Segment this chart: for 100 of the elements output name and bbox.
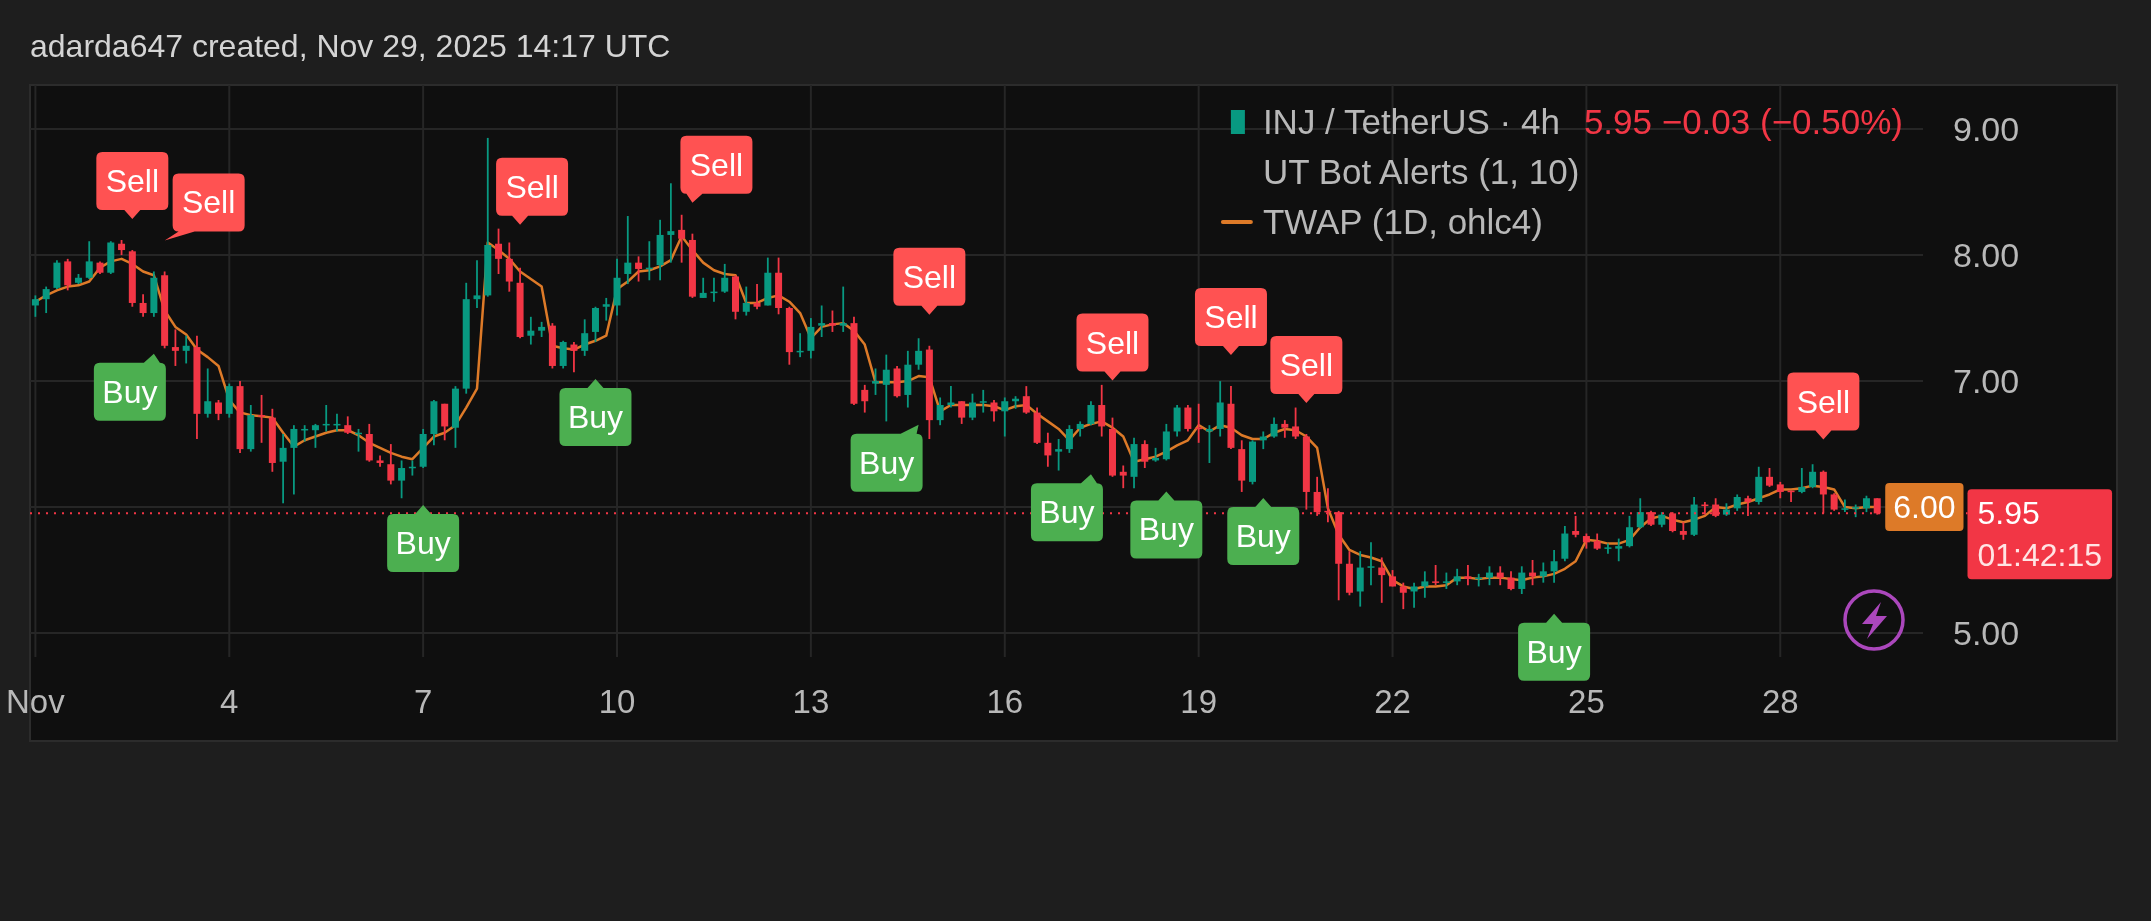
candlestick [979, 389, 987, 414]
candlestick [1809, 463, 1817, 490]
candlestick [1798, 467, 1806, 495]
candlestick [139, 293, 147, 318]
candlestick [1550, 549, 1558, 584]
annotation: Buy [1039, 494, 1095, 531]
annotation: Sell [105, 163, 159, 200]
candlestick [667, 182, 675, 264]
annotation: Sell [1204, 299, 1258, 336]
annotation: Buy [395, 525, 451, 562]
candlestick [990, 399, 998, 423]
candlestick [1615, 537, 1623, 563]
text: 01:42:15 [1977, 537, 2103, 574]
candlestick [947, 385, 955, 409]
candlestick [1378, 556, 1386, 604]
candlestick [171, 328, 179, 367]
candlestick [1119, 464, 1127, 490]
annotation: Sell [902, 258, 957, 295]
candlestick [624, 215, 632, 285]
candlestick [1464, 564, 1472, 587]
candlestick [839, 285, 847, 333]
candlestick [1625, 514, 1633, 549]
candlestick [753, 283, 761, 311]
candlestick [958, 400, 966, 425]
candlestick [818, 304, 826, 338]
candlestick [1421, 570, 1429, 599]
candlestick [559, 339, 567, 370]
y-tick-label: 5.00 [1953, 614, 2020, 653]
x-tick-label: 19 [1180, 682, 1218, 720]
candlestick [678, 213, 686, 264]
candlestick [635, 255, 643, 283]
candlestick [1572, 514, 1580, 539]
candlestick [1766, 467, 1774, 488]
candlestick [376, 454, 384, 468]
candlestick [1539, 561, 1547, 584]
candlestick [85, 240, 93, 280]
annotation: Buy [859, 444, 915, 481]
candlestick [1399, 581, 1407, 611]
candlestick [495, 227, 503, 275]
candlestick [1098, 383, 1106, 438]
candlestick [915, 337, 923, 371]
candlestick [290, 424, 298, 496]
candlestick [1496, 565, 1504, 587]
candlestick [1044, 431, 1052, 468]
candlestick [1432, 564, 1440, 587]
candlestick [279, 433, 287, 505]
candlestick [828, 309, 836, 333]
candlestick [1442, 571, 1450, 590]
candlestick [570, 341, 578, 374]
x-tick-label: 13 [792, 682, 830, 720]
candlestick [699, 276, 707, 299]
annotation: Sell [181, 184, 236, 221]
candlestick [1087, 400, 1095, 427]
candlestick [505, 241, 513, 293]
candlestick [398, 459, 406, 500]
legend-label: INJ / TetherUS · 4h [1262, 102, 1560, 141]
candlestick [182, 334, 190, 365]
candlestick [1184, 404, 1192, 433]
candlestick [882, 353, 890, 423]
candlestick [581, 318, 589, 357]
candlestick [1022, 385, 1030, 415]
x-tick-label: 7 [413, 682, 433, 720]
data-label: 6.00 [1893, 489, 1956, 526]
y-tick-label: 7.00 [1953, 362, 2020, 401]
legend-label: TWAP (1D, ohlc4) [1262, 202, 1543, 241]
candlestick [1485, 565, 1493, 587]
candlestick [1141, 439, 1149, 469]
candlestick [1507, 570, 1515, 592]
x-tick-label: Nov [6, 682, 66, 720]
candlestick [742, 285, 750, 317]
candlestick [1356, 550, 1364, 608]
candlestick [311, 423, 319, 449]
candlestick [1270, 416, 1278, 439]
x-tick-label: 28 [1761, 682, 1799, 720]
annotation: Buy [1235, 518, 1291, 555]
annotation: Buy [567, 399, 624, 436]
candlestick [1001, 396, 1009, 438]
candlestick [31, 294, 39, 318]
annotation: Buy [1138, 511, 1194, 548]
candlestick [721, 263, 729, 294]
candlestick [42, 285, 50, 314]
candlestick [214, 399, 222, 422]
candlestick [387, 443, 395, 486]
candlestick [1055, 438, 1063, 472]
x-tick-label: 16 [986, 682, 1024, 720]
annotation: Sell [505, 168, 559, 205]
chart-title: adarda647 created, Nov 29, 2025 14:17 UTC [30, 28, 671, 64]
annotation: Sell [1085, 324, 1140, 361]
x-tick-label: 25 [1568, 682, 1605, 720]
candlestick [204, 367, 212, 419]
y-tick-label: 8.00 [1953, 236, 2020, 275]
candlestick [591, 305, 599, 343]
candlestick [1636, 497, 1644, 530]
candlestick [441, 402, 449, 442]
candlestick [1367, 541, 1375, 587]
x-tick-label: 4 [220, 682, 239, 720]
ref-line-label: 5.95 [1977, 495, 2040, 532]
annotation: Sell [1796, 383, 1851, 420]
candlestick [968, 392, 976, 422]
y-tick-label: 9.00 [1953, 110, 2020, 149]
